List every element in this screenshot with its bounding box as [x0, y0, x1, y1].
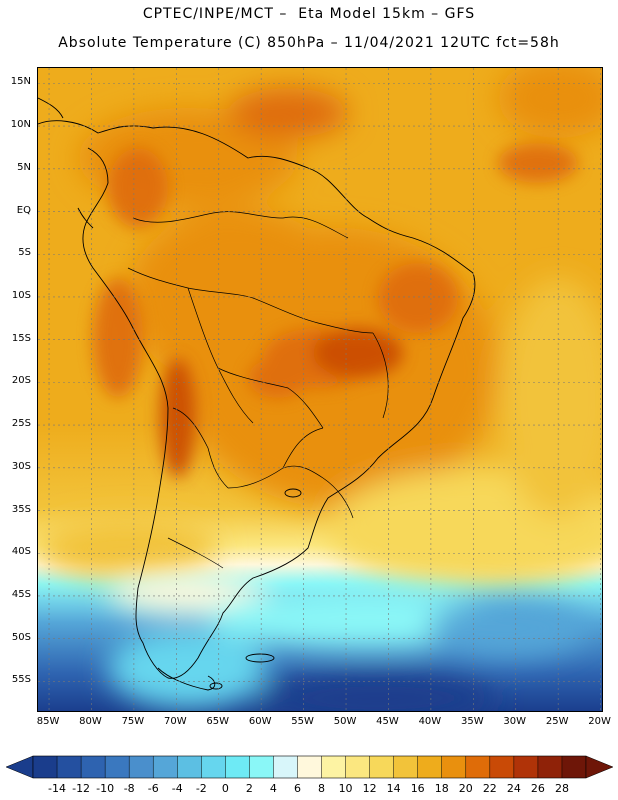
colorbar-swatch [225, 756, 250, 778]
colorbar-swatch [177, 756, 202, 778]
colorbar-tick-label: 8 [318, 782, 326, 795]
lon-label: 40W [418, 716, 442, 727]
colorbar-tick-label: 12 [362, 782, 377, 795]
country-borders [127, 211, 389, 569]
lat-label: 20S [11, 375, 31, 387]
colorbar [5, 755, 614, 779]
colorbar-swatch [321, 756, 346, 778]
lon-label: 70W [164, 716, 187, 727]
colorbar-tick-label: -2 [195, 782, 207, 795]
lon-label: 60W [248, 716, 272, 727]
lon-label: 35W [461, 716, 484, 727]
coastlines [38, 97, 476, 691]
lat-label: 40S [11, 546, 31, 558]
colorbar-tick-label: -12 [72, 782, 91, 795]
lon-label: 45W [376, 716, 399, 727]
colorbar-swatch [393, 756, 418, 778]
lat-label: 5N [17, 161, 31, 173]
colorbar-tick-label: 20 [458, 782, 473, 795]
colorbar-swatch [81, 756, 106, 778]
colorbar-swatch [489, 756, 515, 778]
lon-label: 50W [333, 716, 357, 727]
colorbar-tick-label: 4 [269, 782, 277, 795]
colorbar-tick-label: 0 [221, 782, 229, 795]
colorbar-swatch [561, 756, 587, 778]
colorbar-swatch [297, 756, 322, 778]
colorbar-swatch [417, 756, 443, 778]
temperature-map [37, 67, 603, 712]
lat-label: EQ [16, 204, 31, 216]
colorbar-swatch [465, 756, 491, 778]
lat-label: 30S [11, 460, 31, 472]
colorbar-swatch [201, 756, 226, 778]
lat-label: 10N [10, 119, 31, 131]
colorbar-tick-label: 2 [245, 782, 253, 795]
lat-label: 10S [11, 289, 31, 301]
lat-label: 50S [11, 631, 31, 643]
colorbar-tick-label: 22 [482, 782, 497, 795]
colorbar-swatch [57, 756, 82, 778]
lat-label: 25S [11, 418, 31, 430]
colorbar-tick-label: 6 [293, 782, 301, 795]
lat-label: 5S [18, 247, 31, 259]
colorbar-arrow-right [585, 755, 614, 779]
lat-lon-grid [38, 68, 602, 711]
colorbar-tick-label: -10 [96, 782, 115, 795]
colorbar-swatch [129, 756, 154, 778]
lat-label: 45S [11, 588, 31, 600]
colorbar-swatch [153, 756, 178, 778]
lon-label: 25W [545, 716, 569, 727]
colorbar-tick-label: 18 [434, 782, 449, 795]
lon-label: 30W [503, 716, 527, 727]
lon-label: 55W [291, 716, 314, 727]
colorbar-swatch [537, 756, 563, 778]
colorbar-swatch [273, 756, 298, 778]
title-line-2: Absolute Temperature (C) 850hPa – 11/04/… [58, 35, 560, 51]
colorbar-tick-label: -14 [48, 782, 67, 795]
colorbar-swatch [369, 756, 394, 778]
colorbar-swatch [441, 756, 467, 778]
colorbar-tick-label: 16 [410, 782, 425, 795]
lon-label: 80W [79, 716, 102, 727]
lat-label: 35S [11, 503, 31, 515]
colorbar-swatch [105, 756, 130, 778]
colorbar-tick-label: 28 [554, 782, 569, 795]
colorbar-tick-label: -4 [171, 782, 183, 795]
title-line-1: CPTEC/INPE/MCT – Eta Model 15km – GFS [142, 6, 476, 22]
lon-label: 20W [588, 716, 611, 727]
lat-label: 55S [11, 674, 31, 686]
colorbar-swatch [513, 756, 539, 778]
colorbar-tick-label: 10 [338, 782, 353, 795]
colorbar-swatch [345, 756, 370, 778]
colorbar-tick-label: 26 [530, 782, 545, 795]
lat-label: 15S [11, 332, 31, 344]
temperature-shading [38, 68, 602, 711]
colorbar-tick-label: 14 [386, 782, 401, 795]
lon-label: 85W [36, 716, 60, 727]
colorbar-tick-label: 24 [506, 782, 521, 795]
lat-label: 15N [10, 76, 31, 88]
colorbar-swatch [33, 756, 58, 778]
colorbar-swatch [249, 756, 274, 778]
colorbar-tick-label: -6 [147, 782, 159, 795]
colorbar-arrow-left [5, 755, 34, 779]
lon-label: 65W [206, 716, 230, 727]
colorbar-tick-label: -8 [123, 782, 135, 795]
lon-label: 75W [121, 716, 145, 727]
